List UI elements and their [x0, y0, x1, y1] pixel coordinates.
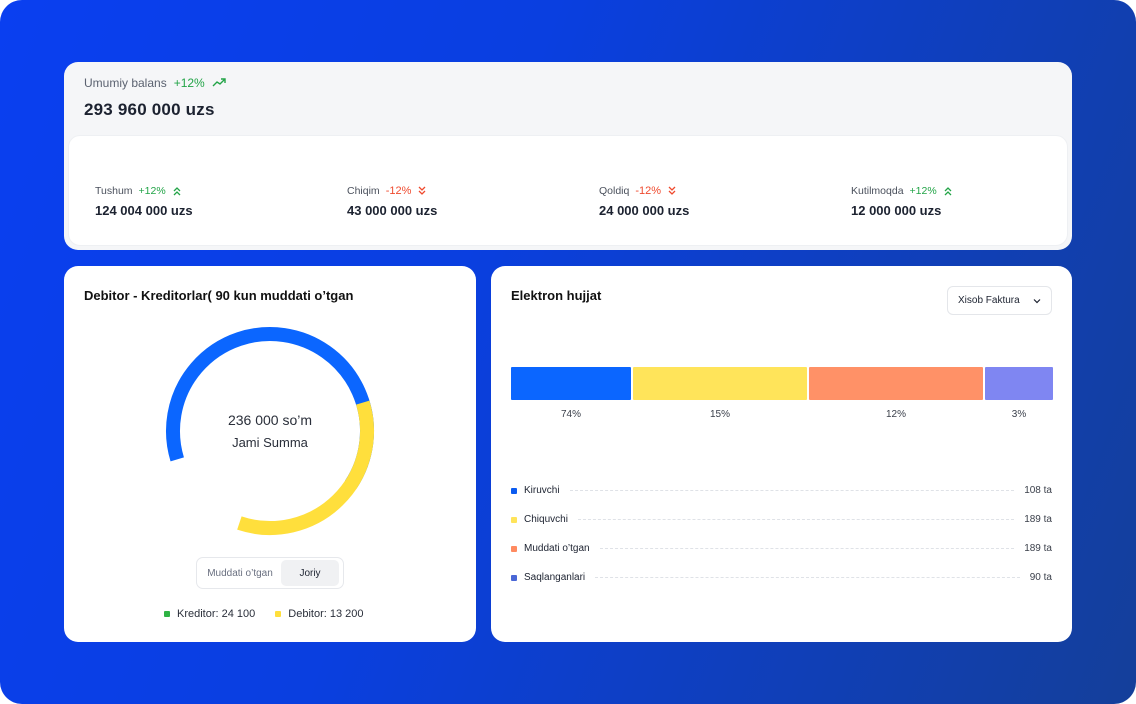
tab-muddati-otgan[interactable]: Muddati o’tgan	[207, 567, 273, 579]
list-item-value: 108 ta	[1024, 485, 1052, 496]
stat-value: 24 000 000 uzs	[599, 203, 690, 218]
debitor-card: Debitor - Kreditorlar( 90 kun muddati o’…	[64, 266, 476, 642]
list-item-name: Chiquvchi	[524, 514, 568, 525]
chevron-down-icon	[1033, 298, 1041, 303]
bar-segment	[511, 367, 631, 400]
list-item: Muddati o’tgan 189 ta	[511, 534, 1052, 563]
bar-percent-label: 12%	[885, 409, 906, 420]
dashed-divider	[569, 490, 1015, 491]
trend-up-icon	[212, 78, 226, 87]
donut-legend: Kreditor: 24 100 Debitor: 13 200	[164, 608, 364, 620]
documents-title: Elektron hujjat	[511, 288, 602, 303]
stat-change: -12%	[385, 185, 412, 197]
balance-card: Umumiy balans +12% 293 960 000 uzs Tushu…	[64, 62, 1072, 250]
bar-percent-label: 3%	[1011, 409, 1027, 420]
list-item-value: 90 ta	[1029, 572, 1052, 583]
list-dot	[511, 545, 517, 552]
stat-tushum: Tushum +12% 124 004 000 uzs	[95, 185, 193, 218]
stat-kutilmoqda: Kutilmoqda +12% 12 000 000 uzs	[851, 185, 953, 218]
double-chevron-down-icon	[668, 186, 676, 195]
legend-kreditor: Kreditor: 24 100	[164, 608, 255, 620]
donut-center: 236 000 so’m Jami Summa	[162, 323, 378, 539]
donut-total: 236 000 so’m	[227, 412, 313, 428]
stat-value: 124 004 000 uzs	[95, 203, 193, 218]
bar-segment	[809, 367, 983, 400]
double-chevron-up-icon	[173, 187, 181, 196]
stacked-bar	[511, 367, 1053, 400]
list-item-value: 189 ta	[1024, 543, 1052, 554]
double-chevron-down-icon	[418, 186, 426, 195]
balance-amount: 293 960 000 uzs	[84, 100, 215, 119]
stat-label: Chiqim	[347, 185, 380, 197]
list-dot	[511, 487, 517, 494]
legend-debitor: Debitor: 13 200	[275, 608, 364, 620]
stat-label: Tushum	[95, 185, 133, 197]
bar-segment	[633, 367, 807, 400]
list-item: Saqlanganlari 90 ta	[511, 563, 1052, 592]
list-item: Chiquvchi 189 ta	[511, 505, 1052, 534]
list-item: Kiruvchi 108 ta	[511, 476, 1052, 505]
balance-label: Umumiy balans	[84, 76, 167, 90]
documents-list: Kiruvchi 108 ta Chiquvchi 189 ta Muddati o’t…	[511, 476, 1052, 592]
period-switch: Muddati o’tgan Joriy	[196, 557, 344, 589]
dashed-divider	[599, 548, 1015, 549]
list-item-value: 189 ta	[1024, 514, 1052, 525]
double-chevron-up-icon	[944, 187, 952, 196]
stat-value: 43 000 000 uzs	[347, 203, 438, 218]
list-item-name: Kiruvchi	[524, 485, 560, 496]
dashed-divider	[577, 519, 1015, 520]
list-item-name: Saqlanganlari	[524, 572, 586, 583]
stat-change: +12%	[909, 185, 937, 197]
stat-chiqim: Chiqim -12% 43 000 000 uzs	[347, 185, 437, 218]
donut-total-label: Jami Summa	[232, 435, 308, 450]
stat-change: +12%	[138, 185, 166, 197]
list-dot	[511, 516, 517, 523]
stat-label: Kutilmoqda	[851, 185, 904, 197]
dropdown-value: Xisob Faktura	[958, 295, 1020, 306]
debitor-title: Debitor - Kreditorlar( 90 kun muddati o’…	[84, 288, 354, 303]
balance-change: +12%	[173, 76, 205, 90]
donut-chart: 236 000 so’m Jami Summa	[162, 323, 378, 539]
legend-label: Debitor: 13 200	[288, 608, 364, 620]
tab-joriy[interactable]: Joriy	[281, 560, 339, 586]
bar-segment	[985, 367, 1053, 400]
stat-change: -12%	[635, 185, 662, 197]
balance-header: Umumiy balans +12%	[84, 76, 226, 90]
dashed-divider	[595, 577, 1020, 578]
list-dot	[511, 574, 517, 581]
legend-swatch	[275, 611, 282, 617]
bar-percent-label: 15%	[709, 409, 730, 420]
document-type-dropdown[interactable]: Xisob Faktura	[947, 286, 1052, 315]
donut-slice-debitor	[237, 400, 374, 535]
stat-value: 12 000 000 uzs	[851, 203, 942, 218]
legend-label: Kreditor: 24 100	[177, 608, 256, 620]
list-item-name: Muddati o’tgan	[524, 543, 590, 554]
bar-percent-label: 74%	[560, 409, 581, 420]
stats-panel: Tushum +12% 124 004 000 uzs Chiqim -12% …	[68, 135, 1068, 246]
donut-svg	[166, 327, 374, 535]
documents-card: Elektron hujjat Xisob Faktura 74% 15% 12% 3…	[491, 266, 1072, 642]
stat-qoldiq: Qoldiq -12% 24 000 000 uzs	[599, 185, 689, 218]
legend-swatch	[164, 611, 170, 617]
stat-label: Qoldiq	[599, 185, 630, 197]
